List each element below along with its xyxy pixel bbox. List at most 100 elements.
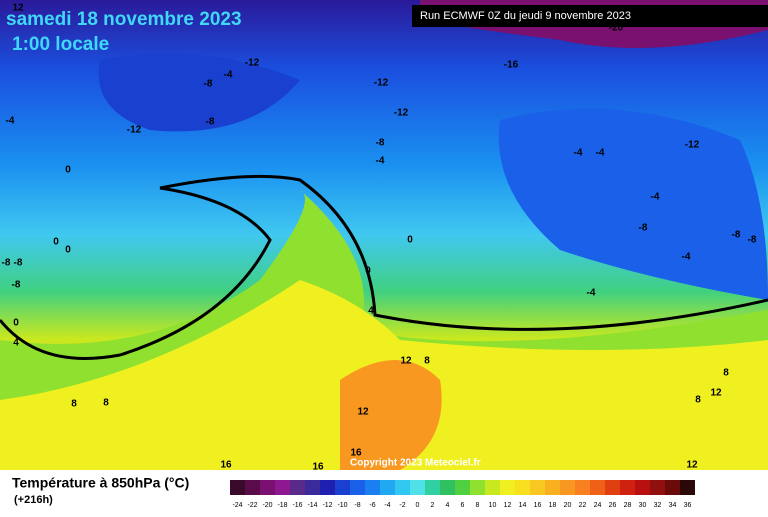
legend-lead: (+216h) <box>14 494 53 506</box>
copyright: Copyright 2023 Meteociel.fr <box>350 458 481 469</box>
contour-label: 0 <box>13 318 19 329</box>
cold-area <box>98 53 300 132</box>
contour-label: 4 <box>368 306 374 317</box>
colorbar-label: 32 <box>654 502 662 509</box>
colorbar-cell <box>290 480 305 495</box>
contour-label: 4 <box>13 338 19 349</box>
colorbar-cell <box>620 480 635 495</box>
contour-label: 16 <box>312 462 324 473</box>
colorbar-cell <box>260 480 275 495</box>
contour-label: 0 <box>407 235 413 246</box>
colorbar-label: 22 <box>579 502 587 509</box>
colorbar-label: 34 <box>669 502 677 509</box>
colorbar-cell <box>665 480 680 495</box>
date-text: samedi 18 novembre 2023 <box>6 9 242 30</box>
map <box>0 0 768 470</box>
colorbar-label: 20 <box>564 502 572 509</box>
colorbar-cell <box>305 480 320 495</box>
colorbar-label: 10 <box>489 502 497 509</box>
colorbar-label: 0 <box>416 502 420 509</box>
colorbar-label: 8 <box>476 502 480 509</box>
contour-label: -20 <box>609 23 624 34</box>
colorbar-label: 30 <box>639 502 647 509</box>
colorbar-label: 36 <box>684 502 692 509</box>
colorbar-cell <box>410 480 425 495</box>
colorbar-cell <box>440 480 455 495</box>
colorbar-cell <box>635 480 650 495</box>
colorbar-cell <box>455 480 470 495</box>
contour-label: -8 <box>206 117 215 128</box>
colorbar-cell <box>230 480 245 495</box>
contour-label: -4 <box>376 156 385 167</box>
colorbar-cell <box>530 480 545 495</box>
contour-label: 0 <box>65 245 71 256</box>
contour-label: 12 <box>400 356 412 367</box>
contour-label: 0 <box>53 237 59 248</box>
colorbar-cell <box>245 480 260 495</box>
contour-label: 12 <box>710 388 722 399</box>
colorbar-cell <box>470 480 485 495</box>
contour-label: -4 <box>587 288 596 299</box>
time-text: 1:00 locale <box>12 34 109 55</box>
contour-label: -8 <box>376 138 385 149</box>
hot-area <box>340 360 442 470</box>
colorbar-label: 6 <box>461 502 465 509</box>
contour-label: -4 <box>682 252 691 263</box>
colorbar-cell <box>335 480 350 495</box>
colorbar-label: -2 <box>399 502 405 509</box>
contour-label: 16 <box>220 460 232 471</box>
colorbar-cell <box>275 480 290 495</box>
colorbar-cell <box>500 480 515 495</box>
contour-label: -8 <box>748 235 757 246</box>
contour-label: 8 <box>695 395 701 406</box>
contour-label: -12 <box>685 140 700 151</box>
legend-title: Température à 850hPa (°C) <box>12 475 189 491</box>
colorbar-cell <box>350 480 365 495</box>
contour-label: -4 <box>651 192 660 203</box>
contour-label: -8 <box>12 280 21 291</box>
colorbar-cell <box>365 480 380 495</box>
contour-label: 12 <box>357 407 369 418</box>
colorbar-cell <box>515 480 530 495</box>
colorbar-label: -18 <box>277 502 287 509</box>
colorbar-label: 2 <box>431 502 435 509</box>
cold-area <box>498 108 768 300</box>
colorbar-cell <box>320 480 335 495</box>
colorbar-label: 14 <box>519 502 527 509</box>
contour-label: 8 <box>71 399 77 410</box>
zero-isotherm <box>159 174 768 331</box>
colorbar-label: -8 <box>354 502 360 509</box>
contour-label: -4 <box>224 70 233 81</box>
colorbar-label: -16 <box>292 502 302 509</box>
colorbar-label: -6 <box>369 502 375 509</box>
colorbar-cell <box>605 480 620 495</box>
colorbar-label: -22 <box>247 502 257 509</box>
contour-label: -8 <box>2 258 11 269</box>
colorbar-label: 4 <box>446 502 450 509</box>
contour-label: -4 <box>596 148 605 159</box>
contour-labels: 12 -20 -12 -4 -8 -16 -12 -12 -8 -4 -12 -8 -4 -4 -4 -12 0… <box>2 3 757 473</box>
colorbar-cell <box>560 480 575 495</box>
colorbar-label: 28 <box>624 502 632 509</box>
colorbar-cell <box>650 480 665 495</box>
contour-label: 12 <box>686 460 698 471</box>
contour-label: 12 <box>12 3 24 14</box>
contour-label: -12 <box>374 78 389 89</box>
colorbar-cell <box>575 480 590 495</box>
contour-label: -8 <box>204 79 213 90</box>
colorbar-label: -14 <box>307 502 317 509</box>
colorbar: -24 -22 -20 -18 -16 -14 -12 -10 -8 -6 -4 -2 0 2 4 6 8 10 1… <box>230 480 695 509</box>
contour-label: -12 <box>394 108 409 119</box>
zero-isotherm <box>0 186 272 360</box>
colorbar-label: 16 <box>534 502 542 509</box>
colorbar-label: -4 <box>384 502 390 509</box>
colorbar-label: -24 <box>232 502 242 509</box>
contour-label: -8 <box>14 258 23 269</box>
colorbar-label: 12 <box>504 502 512 509</box>
colorbar-label: 26 <box>609 502 617 509</box>
run-banner <box>412 5 768 27</box>
colorbar-cell <box>590 480 605 495</box>
colorbar-cell <box>485 480 500 495</box>
contour-label: -12 <box>127 125 142 136</box>
